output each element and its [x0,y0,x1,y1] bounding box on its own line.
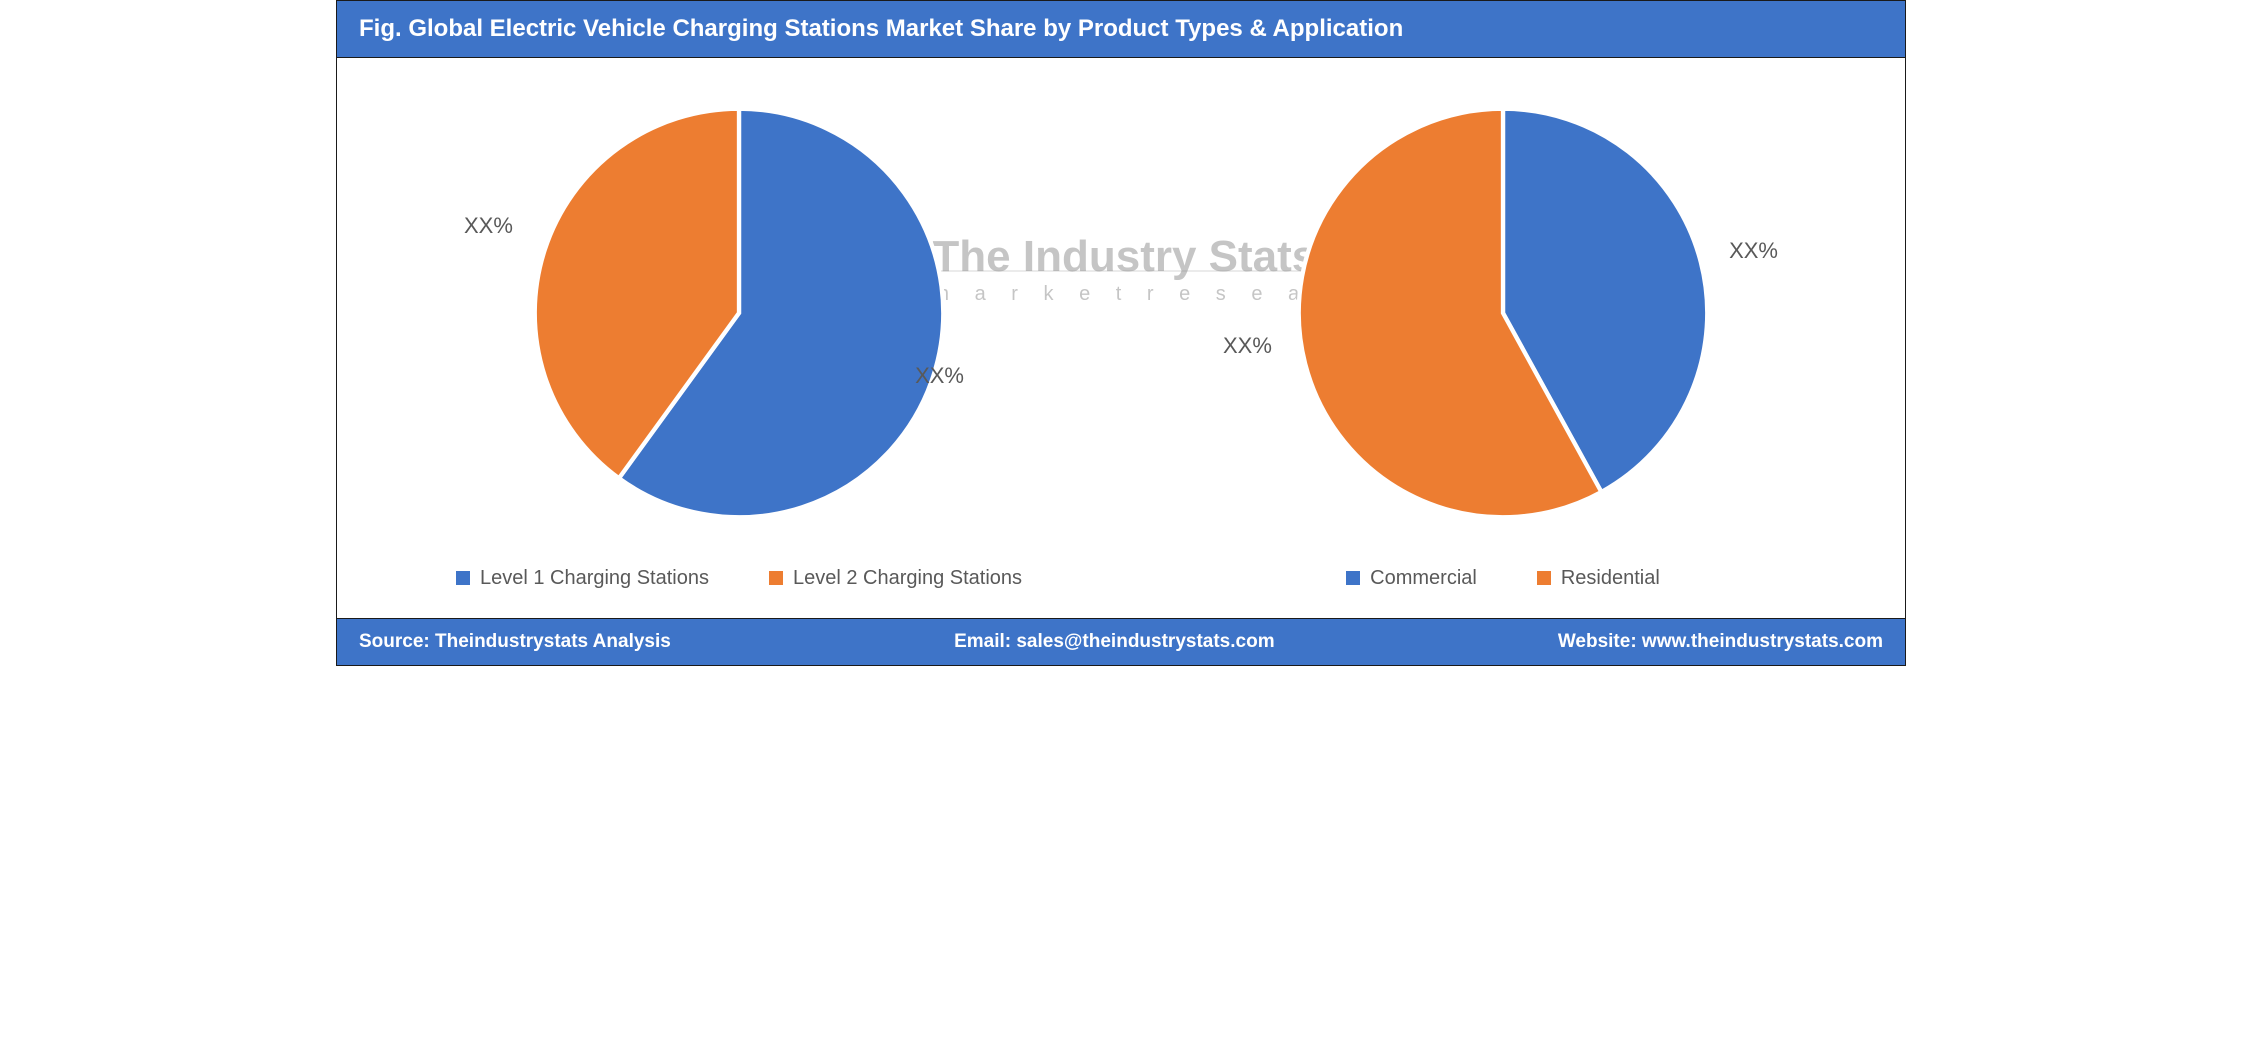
slice-label-right-1: XX% [1223,333,1272,359]
legend-swatch [1346,571,1360,585]
slice-label-left-1: XX% [464,213,513,239]
footer-website: Website: www.theindustrystats.com [1558,631,1883,653]
legend-product-types: Level 1 Charging Stations Level 2 Chargi… [456,558,1022,598]
legend-label: Commercial [1370,567,1477,590]
chart-panel-application: XX% XX% Commercial Residential [1121,98,1885,598]
legend-item: Level 2 Charging Stations [769,567,1022,590]
legend-swatch [1537,571,1551,585]
legend-swatch [769,571,783,585]
pie-svg-right [1288,98,1718,528]
chart-panel-product-types: XX% XX% Level 1 Charging Stations Level … [357,98,1121,598]
legend-label: Residential [1561,567,1660,590]
footer-source: Source: Theindustrystats Analysis [359,631,671,653]
slice-label-left-0: XX% [915,363,964,389]
pie-product-types: XX% XX% [524,98,954,528]
legend-item: Residential [1537,567,1660,590]
pie-application: XX% XX% [1288,98,1718,528]
legend-label: Level 1 Charging Stations [480,567,709,590]
title-bar: Fig. Global Electric Vehicle Charging St… [337,1,1905,57]
slice-label-right-0: XX% [1729,238,1778,264]
figure-container: Fig. Global Electric Vehicle Charging St… [336,0,1906,666]
legend-swatch [456,571,470,585]
footer-email: Email: sales@theindustrystats.com [954,631,1275,653]
legend-item: Commercial [1346,567,1477,590]
pie-svg-left [524,98,954,528]
figure-title: Fig. Global Electric Vehicle Charging St… [359,15,1403,42]
legend-label: Level 2 Charging Stations [793,567,1022,590]
chart-area: The Industry Stats m a r k e t r e s e a… [337,57,1905,619]
legend-application: Commercial Residential [1346,558,1660,598]
footer-bar: Source: Theindustrystats Analysis Email:… [337,619,1905,665]
legend-item: Level 1 Charging Stations [456,567,709,590]
